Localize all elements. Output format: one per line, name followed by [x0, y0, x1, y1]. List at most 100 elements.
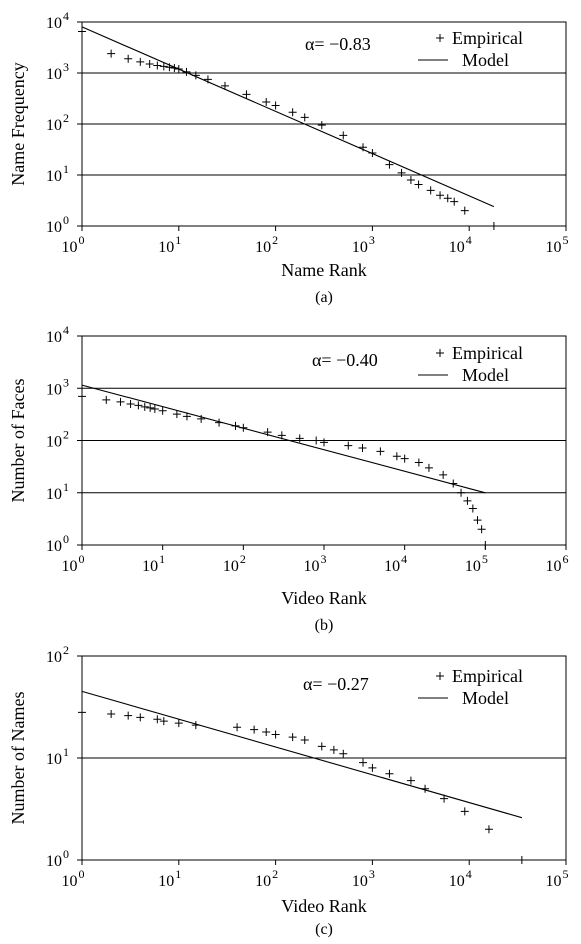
- empirical-point: [165, 63, 174, 72]
- empirical-point: [78, 392, 86, 401]
- empirical-point: [484, 825, 493, 834]
- model-line: [81, 26, 495, 208]
- x-tick-label: 105: [546, 233, 569, 256]
- empirical-point: [250, 725, 259, 734]
- empirical-point: [443, 194, 452, 203]
- empirical-point: [468, 504, 477, 513]
- empirical-point: [172, 410, 181, 419]
- x-tick-label: 104: [449, 233, 472, 256]
- model-line: [81, 690, 523, 819]
- empirical-point: [153, 715, 162, 724]
- empirical-point: [450, 197, 459, 206]
- legend-label-model: Model: [462, 50, 509, 70]
- empirical-point: [489, 222, 498, 230]
- x-tick-label: 101: [142, 552, 165, 575]
- empirical-point: [421, 784, 430, 793]
- x-tick-label: 100: [62, 552, 85, 575]
- empirical-point: [271, 730, 280, 739]
- y-tick-label: 100: [46, 213, 69, 236]
- empirical-point: [473, 516, 482, 525]
- empirical-point: [300, 113, 309, 122]
- y-tick-label: 100: [46, 532, 69, 555]
- empirical-point: [449, 479, 458, 488]
- empirical-point: [288, 733, 297, 742]
- empirical-point: [215, 418, 224, 427]
- y-axis-label: Name Frequency: [8, 62, 28, 185]
- y-tick-label: 103: [46, 375, 69, 398]
- alpha-annotation: α= −0.40: [312, 350, 378, 370]
- empirical-point: [102, 395, 111, 404]
- empirical-point: [220, 81, 229, 90]
- legend-label-empirical: Empirical: [452, 28, 523, 48]
- y-tick-label: 101: [46, 480, 69, 503]
- empirical-point: [271, 101, 280, 110]
- x-axis-label: Video Rank: [281, 896, 366, 916]
- x-tick-label: 101: [158, 867, 181, 890]
- x-tick-label: 100: [62, 867, 85, 890]
- empirical-point: [277, 431, 286, 440]
- panel-caption: (b): [315, 617, 334, 634]
- empirical-point: [400, 454, 409, 463]
- x-tick-label: 100: [62, 233, 85, 256]
- empirical-point: [78, 27, 86, 36]
- empirical-point: [136, 713, 145, 722]
- empirical-point: [262, 98, 271, 106]
- empirical-point: [191, 71, 200, 80]
- empirical-point: [136, 57, 145, 66]
- empirical-point: [358, 443, 367, 452]
- empirical-point: [124, 711, 133, 720]
- x-tick-label: 103: [352, 233, 375, 256]
- x-tick-label: 102: [223, 552, 246, 575]
- empirical-point: [426, 186, 435, 195]
- empirical-point: [197, 414, 206, 423]
- empirical-point: [124, 54, 133, 63]
- y-tick-label: 101: [46, 745, 69, 768]
- empirical-point: [78, 708, 86, 717]
- alpha-annotation: α= −0.27: [303, 674, 369, 694]
- empirical-point: [385, 769, 394, 778]
- y-tick-label: 100: [46, 847, 69, 870]
- empirical-point: [158, 406, 167, 415]
- legend-label-empirical: Empirical: [452, 666, 523, 686]
- empirical-point: [300, 736, 309, 745]
- empirical-point: [203, 75, 212, 84]
- empirical-point: [126, 399, 135, 408]
- panel-caption: (c): [315, 921, 333, 938]
- x-tick-label: 103: [352, 867, 375, 890]
- empirical-point: [368, 149, 377, 157]
- empirical-point: [239, 423, 248, 432]
- empirical-point: [145, 60, 154, 69]
- chart-panel-2: 100 101 102 103 104 105 106 100 101 102 103 104 Vide…: [8, 323, 569, 634]
- x-axis-label: Name Rank: [281, 260, 366, 280]
- empirical-point: [481, 541, 490, 549]
- empirical-point: [140, 402, 149, 411]
- empirical-point: [339, 131, 348, 140]
- empirical-point: [170, 64, 179, 73]
- x-tick-label: 105: [546, 867, 569, 890]
- empirical-point: [191, 721, 200, 730]
- empirical-point: [385, 160, 394, 169]
- legend-marker-empirical: [436, 672, 444, 680]
- empirical-point: [295, 434, 304, 443]
- empirical-point: [457, 488, 466, 497]
- empirical-point: [392, 452, 401, 461]
- chart-panel-1: 100 101 102 103 104 105 100 101 102 103 104 Name Ra…: [8, 9, 569, 306]
- empirical-point: [359, 758, 368, 767]
- y-tick-label: 102: [46, 428, 69, 451]
- empirical-point: [414, 458, 423, 467]
- x-tick-label: 105: [465, 552, 488, 575]
- empirical-point: [146, 403, 155, 412]
- empirical-point: [406, 175, 415, 184]
- y-axis-label: Number of Faces: [8, 379, 28, 503]
- x-tick-label: 103: [304, 552, 327, 575]
- empirical-point: [397, 168, 406, 177]
- empirical-point: [159, 62, 168, 71]
- y-tick-label: 102: [46, 643, 69, 666]
- empirical-point: [182, 67, 191, 76]
- model-line: [81, 384, 486, 494]
- legend-label-model: Model: [462, 688, 509, 708]
- y-tick-label: 102: [46, 111, 69, 134]
- empirical-point: [231, 421, 240, 430]
